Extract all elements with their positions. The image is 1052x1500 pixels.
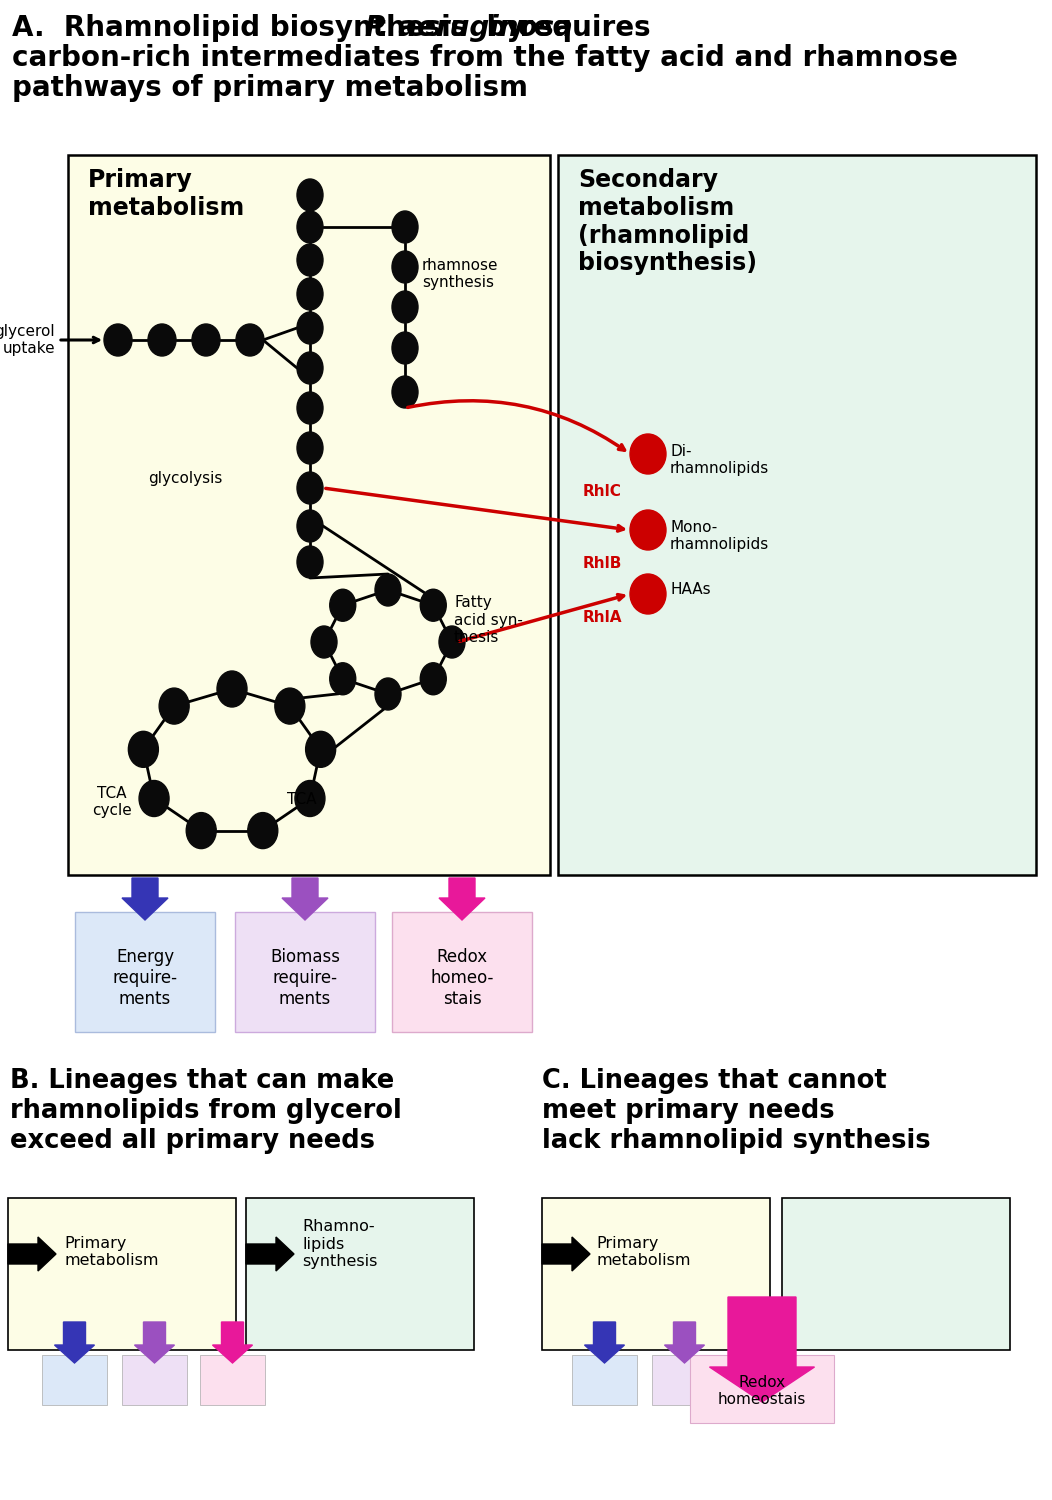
Ellipse shape xyxy=(297,312,323,344)
Bar xyxy=(68,154,550,874)
Bar xyxy=(122,1354,187,1406)
Text: Primary
metabolism: Primary metabolism xyxy=(64,1236,159,1268)
Ellipse shape xyxy=(375,678,401,710)
Ellipse shape xyxy=(297,278,323,310)
FancyArrow shape xyxy=(439,878,485,920)
Ellipse shape xyxy=(104,324,132,356)
Ellipse shape xyxy=(392,211,418,243)
Bar xyxy=(690,1354,834,1424)
Ellipse shape xyxy=(297,510,323,542)
Ellipse shape xyxy=(193,324,220,356)
Ellipse shape xyxy=(217,670,247,706)
Ellipse shape xyxy=(297,432,323,464)
Ellipse shape xyxy=(392,376,418,408)
Text: B. Lineages that can make
rhamnolipids from glycerol
exceed all primary needs: B. Lineages that can make rhamnolipids f… xyxy=(11,1068,402,1154)
Bar xyxy=(246,1198,474,1350)
Text: glycerol
uptake: glycerol uptake xyxy=(0,324,55,356)
FancyArrow shape xyxy=(282,878,328,920)
Text: HAAs: HAAs xyxy=(670,582,710,597)
Bar xyxy=(200,1354,265,1406)
FancyArrow shape xyxy=(709,1298,814,1402)
Text: Di-
rhamnolipids: Di- rhamnolipids xyxy=(670,444,769,477)
Bar xyxy=(8,1198,236,1350)
Bar xyxy=(235,912,375,1032)
FancyArrow shape xyxy=(8,1238,56,1270)
Text: RhlB: RhlB xyxy=(583,556,622,572)
Ellipse shape xyxy=(630,510,666,550)
Text: RhlC: RhlC xyxy=(583,484,622,500)
Text: requires: requires xyxy=(510,13,650,42)
Ellipse shape xyxy=(248,813,278,849)
Ellipse shape xyxy=(295,780,325,816)
FancyArrow shape xyxy=(246,1238,294,1270)
Text: P. aeruginosa: P. aeruginosa xyxy=(365,13,573,42)
Bar xyxy=(75,912,215,1032)
Ellipse shape xyxy=(297,546,323,578)
Text: C. Lineages that cannot
meet primary needs
lack rhamnolipid synthesis: C. Lineages that cannot meet primary nee… xyxy=(542,1068,931,1154)
FancyArrow shape xyxy=(135,1322,175,1364)
Ellipse shape xyxy=(139,780,169,816)
FancyArrow shape xyxy=(542,1238,590,1270)
Bar xyxy=(42,1354,107,1406)
Text: Redox
homeo-
stais: Redox homeo- stais xyxy=(430,948,493,1008)
Bar xyxy=(558,154,1036,874)
Ellipse shape xyxy=(420,663,446,694)
Text: RhlA: RhlA xyxy=(583,610,622,626)
Ellipse shape xyxy=(329,590,356,621)
Ellipse shape xyxy=(375,574,401,606)
Ellipse shape xyxy=(630,574,666,614)
Text: Primary
metabolism: Primary metabolism xyxy=(88,168,244,220)
Ellipse shape xyxy=(297,352,323,384)
Text: Biomass
require-
ments: Biomass require- ments xyxy=(270,948,340,1008)
Ellipse shape xyxy=(275,688,305,724)
Ellipse shape xyxy=(159,688,189,724)
Text: Redox
homeostais: Redox homeostais xyxy=(717,1376,806,1407)
Ellipse shape xyxy=(297,211,323,243)
FancyArrow shape xyxy=(213,1322,252,1364)
Ellipse shape xyxy=(297,392,323,424)
Text: TCA: TCA xyxy=(287,792,317,807)
FancyArrow shape xyxy=(585,1322,625,1364)
Text: Fatty
acid syn-
thesis: Fatty acid syn- thesis xyxy=(454,596,523,645)
Text: Energy
require-
ments: Energy require- ments xyxy=(113,948,178,1008)
Ellipse shape xyxy=(297,472,323,504)
FancyArrow shape xyxy=(665,1322,705,1364)
Text: Rhamnо-
lipids
synthesis: Rhamnо- lipids synthesis xyxy=(302,1220,378,1269)
Text: Primary
metabolism: Primary metabolism xyxy=(596,1236,690,1268)
Ellipse shape xyxy=(329,663,356,694)
Ellipse shape xyxy=(630,433,666,474)
Ellipse shape xyxy=(297,178,323,212)
Ellipse shape xyxy=(297,244,323,276)
Bar xyxy=(652,1354,717,1406)
Text: A.  Rhamnolipid biosynthesis  by: A. Rhamnolipid biosynthesis by xyxy=(12,13,534,42)
Text: TCA
cycle: TCA cycle xyxy=(93,786,132,818)
Text: rhamnose
synthesis: rhamnose synthesis xyxy=(422,258,499,291)
Text: pathways of primary metabolism: pathways of primary metabolism xyxy=(12,74,528,102)
Text: carbon-rich intermediates from the fatty acid and rhamnose: carbon-rich intermediates from the fatty… xyxy=(12,44,958,72)
Text: Mono-
rhamnolipids: Mono- rhamnolipids xyxy=(670,520,769,552)
Ellipse shape xyxy=(439,626,465,658)
Ellipse shape xyxy=(128,732,159,768)
Ellipse shape xyxy=(311,626,337,658)
Bar xyxy=(782,1198,1010,1350)
Bar xyxy=(392,912,532,1032)
FancyArrow shape xyxy=(122,878,168,920)
Ellipse shape xyxy=(392,291,418,322)
Text: Secondary
metabolism
(rhamnolipid
biosynthesis): Secondary metabolism (rhamnolipid biosyn… xyxy=(578,168,757,276)
Ellipse shape xyxy=(306,732,336,768)
Text: glycolysis: glycolysis xyxy=(148,471,222,486)
Ellipse shape xyxy=(186,813,217,849)
Ellipse shape xyxy=(392,251,418,284)
Ellipse shape xyxy=(420,590,446,621)
Ellipse shape xyxy=(392,332,418,364)
Ellipse shape xyxy=(148,324,176,356)
Bar xyxy=(542,1198,770,1350)
Bar xyxy=(572,1354,638,1406)
FancyArrow shape xyxy=(55,1322,95,1364)
Ellipse shape xyxy=(236,324,264,356)
